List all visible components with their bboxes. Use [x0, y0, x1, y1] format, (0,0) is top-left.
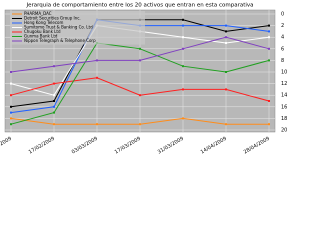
legend-label: PHARMA_DAC [24, 11, 52, 16]
point [225, 42, 227, 44]
legend-label: Hong Kong Telecom [24, 20, 63, 25]
point [96, 123, 98, 126]
point [10, 117, 12, 120]
y-tick-label: 18 [281, 116, 287, 122]
chart-title: Jerarquia de comportamiento entre los 20… [25, 3, 253, 9]
point [268, 47, 270, 50]
point [139, 94, 141, 97]
point [225, 24, 227, 27]
point [182, 88, 184, 91]
legend-label: Nippon Telegraph & Telephone Corp [24, 38, 96, 43]
y-tick-label: 4 [281, 35, 284, 41]
point [268, 59, 270, 62]
y-tick-label: 8 [281, 58, 284, 64]
point [10, 82, 12, 85]
point [268, 100, 270, 102]
point [53, 100, 55, 102]
point [182, 24, 184, 27]
y-tick-label: 16 [281, 104, 287, 110]
legend-label: Chugoku Bank Ltd [24, 29, 61, 34]
point [268, 30, 270, 33]
chart: Jerarquia de comportamiento entre los 20… [0, 2, 288, 156]
point [96, 76, 98, 79]
point [225, 123, 227, 126]
point [268, 24, 270, 27]
point [139, 47, 141, 50]
point [225, 88, 227, 91]
legend-label: Sumitomo Trust & Banking Co. Ltd [24, 25, 93, 30]
point [182, 47, 184, 50]
point [182, 117, 184, 120]
legend-box [10, 11, 145, 45]
point [53, 82, 55, 85]
point [225, 71, 227, 73]
y-tick-label: 14 [281, 93, 287, 99]
y-tick-label: 10 [281, 70, 287, 76]
point [53, 123, 55, 126]
point [139, 123, 141, 126]
point [225, 30, 227, 33]
point [225, 36, 227, 39]
point [53, 94, 55, 97]
y-tick-label: 2 [281, 23, 284, 29]
point [96, 59, 98, 62]
y-tick-label: 12 [281, 81, 287, 87]
point [268, 123, 270, 126]
legend-label: Detroit Securities Group Inc. [24, 16, 81, 21]
legend-label: Gunma Bank Ltd [24, 34, 58, 39]
point [10, 105, 12, 108]
point [268, 36, 270, 39]
point [53, 111, 55, 114]
point [53, 65, 55, 68]
point [10, 71, 12, 73]
point [53, 105, 55, 108]
point [10, 111, 12, 114]
point [182, 18, 184, 21]
point [182, 65, 184, 68]
point [10, 94, 12, 97]
point [139, 59, 141, 62]
point [10, 123, 12, 126]
y-tick-label: 6 [281, 46, 284, 52]
y-tick-label: 20 [281, 128, 287, 134]
y-tick-label: 0 [281, 12, 284, 18]
point [182, 36, 184, 39]
